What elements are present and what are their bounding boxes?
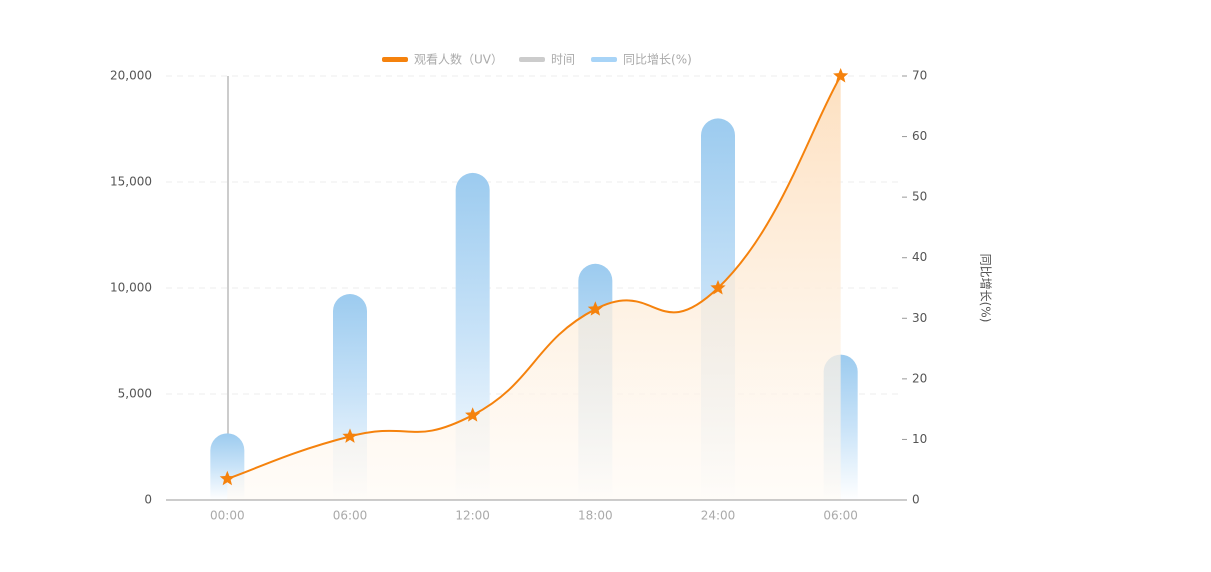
star-marker [833, 68, 849, 83]
star-marker [342, 428, 358, 443]
legend-swatch [382, 57, 408, 62]
x-tick-label: 18:00 [578, 509, 613, 523]
y-tick-label: 5,000 [118, 387, 152, 401]
y2-tick-label: 20 [912, 371, 927, 385]
y2-tick-label: 0 [912, 493, 920, 507]
legend-swatch [591, 57, 618, 62]
y-tick-label: 20,000 [110, 69, 152, 83]
y2-tick-label: 30 [912, 311, 927, 325]
y2-axis-title: 同比增长(%) [979, 254, 993, 323]
y2-tick-label: 50 [912, 190, 927, 204]
legend-swatch [519, 57, 545, 62]
x-tick-label: 24:00 [701, 509, 736, 523]
y2-tick-label: 40 [912, 250, 927, 264]
y-tick-label: 0 [144, 493, 152, 507]
legend-label: 时间 [551, 53, 575, 67]
star-marker [465, 407, 481, 422]
legend-label: 同比增长(%) [623, 53, 692, 67]
x-tick-label: 06:00 [333, 509, 368, 523]
star-marker [219, 470, 235, 486]
x-tick-label: 06:00 [823, 509, 858, 523]
y-tick-label: 15,000 [110, 175, 152, 189]
x-tick-label: 00:00 [210, 509, 245, 523]
y2-tick-label: 10 [912, 432, 927, 446]
y-tick-label: 10,000 [110, 281, 152, 295]
y2-tick-label: 60 [912, 129, 927, 143]
legend-label: 观看人数（UV） [414, 52, 503, 67]
star-marker [587, 301, 603, 316]
x-tick-label: 12:00 [455, 509, 490, 523]
star-marker [710, 280, 726, 295]
area [227, 76, 841, 500]
y2-tick-label: 70 [912, 69, 927, 83]
